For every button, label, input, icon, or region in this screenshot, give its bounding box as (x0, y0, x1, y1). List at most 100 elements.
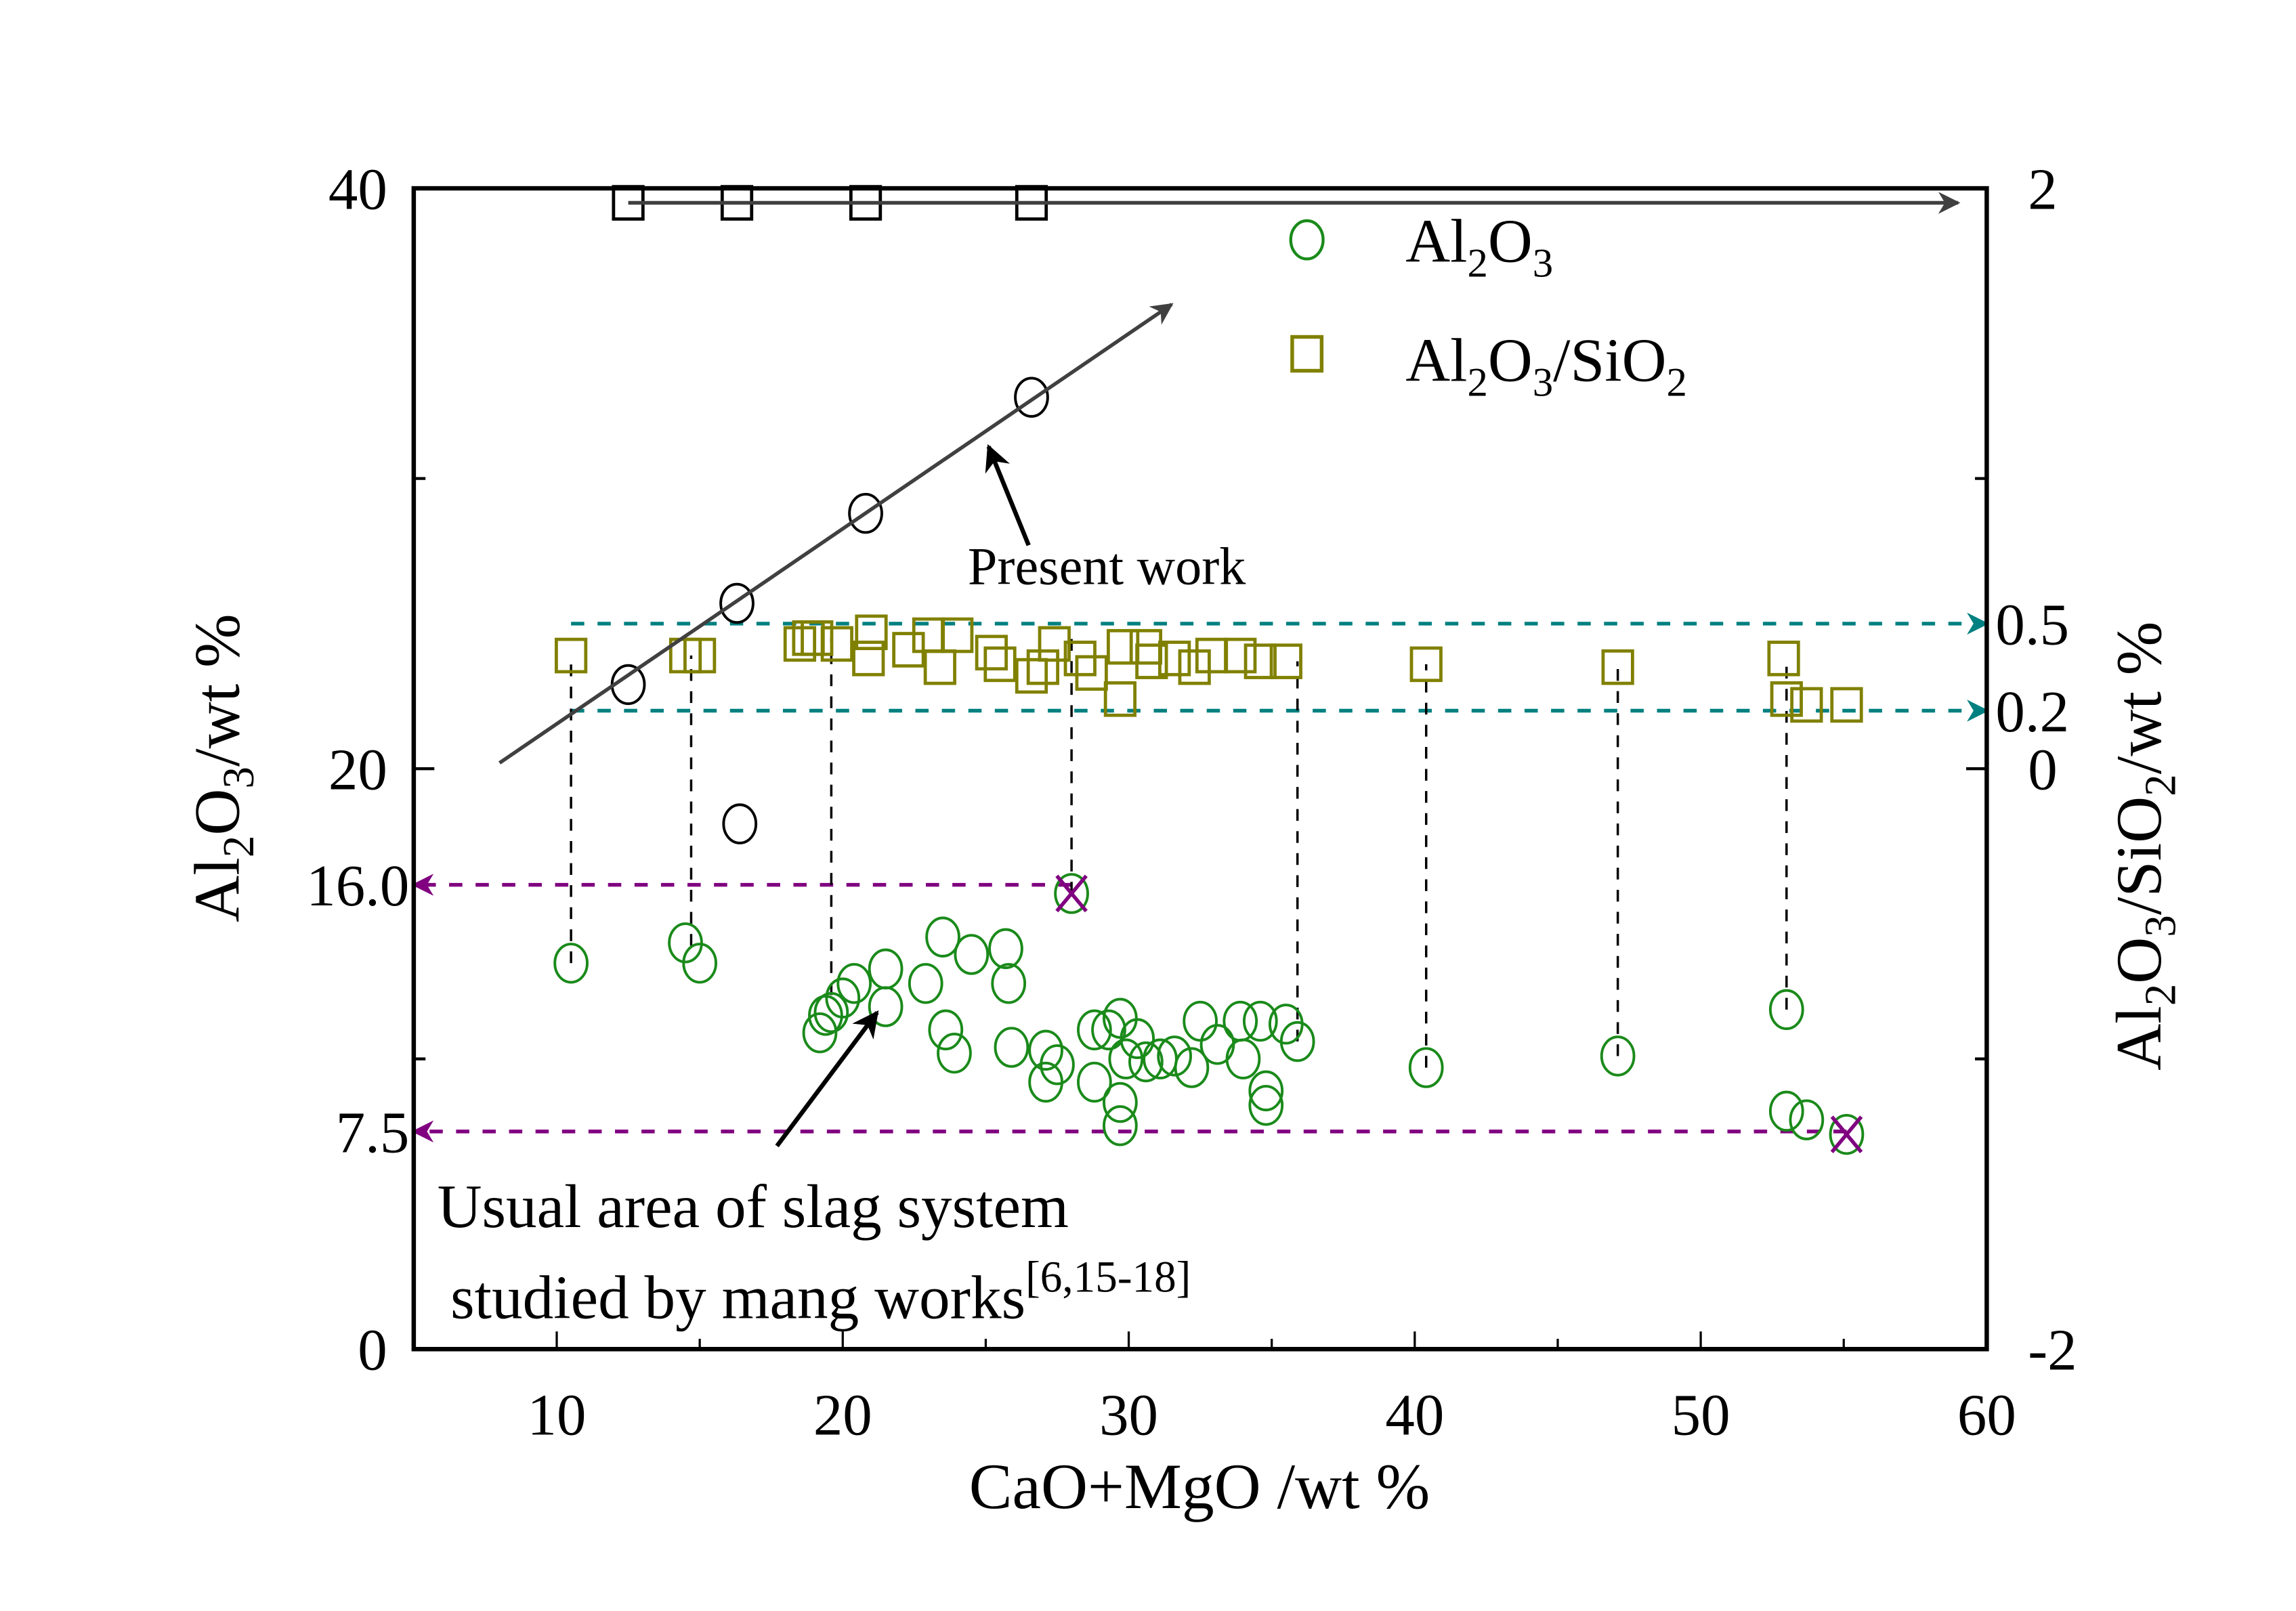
data-point-square (1178, 649, 1211, 685)
annotation-arrow (985, 444, 1031, 546)
data-point-circle (868, 986, 903, 1027)
data-point-circle (1223, 1000, 1258, 1042)
y-right-tick-label: 0 (2028, 737, 2057, 802)
legend-marker-circle (1289, 219, 1325, 261)
data-point-circle (988, 928, 1023, 970)
data-point-square (801, 620, 834, 656)
data-point-circle (1120, 1018, 1155, 1059)
data-point-square (555, 637, 588, 674)
y-right-annotation-label: 0.2 (1995, 679, 2069, 744)
data-point-square (1601, 649, 1634, 685)
data-point-circle (682, 943, 718, 984)
data-point-circle (1789, 1099, 1825, 1140)
y-left-tick-label: 0 (358, 1318, 387, 1383)
data-point-square (1103, 681, 1137, 717)
data-point-square (1224, 637, 1257, 674)
data-point-circle (1248, 1085, 1284, 1126)
data-point-circle (1408, 1047, 1444, 1088)
data-point-circle (1242, 1000, 1278, 1042)
data-point-circle (802, 1012, 838, 1054)
extreme-marker-x (1830, 1115, 1863, 1153)
data-point-square (852, 641, 885, 676)
data-point-circle (925, 916, 960, 958)
data-point-square (892, 632, 925, 668)
x-axis-label: CaO+MgO /wt % (969, 1451, 1430, 1522)
data-point-circle (825, 977, 861, 1018)
data-point-circle (991, 963, 1027, 1004)
data-point-circle (1157, 1035, 1192, 1077)
data-point-square (1269, 643, 1302, 679)
data-point-circle (994, 1027, 1029, 1068)
data-point-circle (813, 991, 849, 1033)
data-point-circle (1768, 989, 1804, 1031)
data-point-square (1195, 637, 1229, 674)
y-left-annotation-label: 16.0 (306, 853, 409, 918)
data-point-circle (1768, 1090, 1804, 1132)
data-point-square (1830, 687, 1863, 723)
data-point-square (923, 649, 956, 685)
y-left-tick-label: 20 (328, 737, 387, 802)
data-point-square (1135, 643, 1168, 679)
data-point-circle (1054, 873, 1089, 914)
data-point-circle (1829, 1113, 1865, 1155)
x-tick-label: 10 (528, 1382, 587, 1447)
data-point-square (1015, 658, 1048, 694)
trend-arrow (498, 303, 1174, 765)
data-point-square (1026, 649, 1059, 685)
data-point-circle (937, 1032, 972, 1074)
data-point-square (1063, 641, 1097, 676)
data-point-circle (1103, 1105, 1138, 1146)
legend-marker-square (1290, 335, 1324, 373)
data-point-square (1770, 681, 1803, 717)
data-point-square (1243, 643, 1277, 679)
data-point-circle (908, 963, 943, 1004)
y-right-annotation-label: 0.5 (1995, 592, 2069, 657)
data-point-square (1790, 687, 1823, 723)
data-point-circle (1199, 1024, 1235, 1065)
y-axis-right-label: Al2O3/SiO2/wt % (2103, 622, 2186, 1071)
data-point-circle (1174, 1047, 1210, 1088)
y-right-tick-label: 2 (2028, 157, 2057, 222)
x-tick-label: 30 (1099, 1382, 1158, 1447)
data-point-circle (928, 1009, 964, 1051)
data-point-circle (1028, 1029, 1063, 1071)
x-tick-label: 40 (1385, 1382, 1444, 1447)
annotation-present-work: Present work (968, 537, 1246, 596)
data-point-square (1767, 641, 1800, 676)
data-point-circle (868, 948, 903, 990)
data-point-circle (1279, 1021, 1315, 1062)
legend-label-al2o3: Al2O3 (1405, 207, 1553, 286)
extreme-marker-x (1055, 874, 1088, 913)
legend-label-al2o3-sio2: Al2O3/SiO2 (1405, 326, 1687, 406)
y-axis-left-label: Al2O3/wt % (181, 614, 263, 922)
x-tick-label: 50 (1672, 1382, 1730, 1447)
data-point-square (683, 637, 717, 674)
data-point-square (975, 635, 1008, 671)
data-point-circle (1268, 1004, 1304, 1045)
data-point-square (820, 626, 853, 662)
data-point-circle (1040, 1044, 1075, 1086)
data-point-square (1409, 646, 1443, 683)
data-point-square (1075, 655, 1108, 691)
data-point-circle (1248, 1070, 1284, 1112)
legend-item-al2o3: Al2O3 (1289, 207, 1553, 286)
x-tick-label: 60 (1957, 1382, 2016, 1447)
data-point-circle (848, 492, 883, 534)
data-point-square (1038, 626, 1071, 662)
plot-area (411, 185, 1989, 1155)
data-point-circle (1108, 1038, 1144, 1079)
data-point-circle (954, 934, 990, 975)
annotation-usual-area-line1: Usual area of slag system (438, 1172, 1069, 1241)
data-point-circle (553, 943, 589, 984)
x-tick-label: 20 (813, 1382, 872, 1447)
data-point-square (1106, 628, 1140, 665)
data-point-circle (1091, 1009, 1126, 1051)
data-point-square (941, 617, 974, 653)
data-point-circle (1077, 1009, 1112, 1051)
data-point-circle (1077, 1061, 1112, 1103)
data-point-square (855, 614, 888, 651)
legend-item-al2o3-sio2: Al2O3/SiO2 (1290, 326, 1687, 406)
data-point-circle (1600, 1035, 1636, 1077)
